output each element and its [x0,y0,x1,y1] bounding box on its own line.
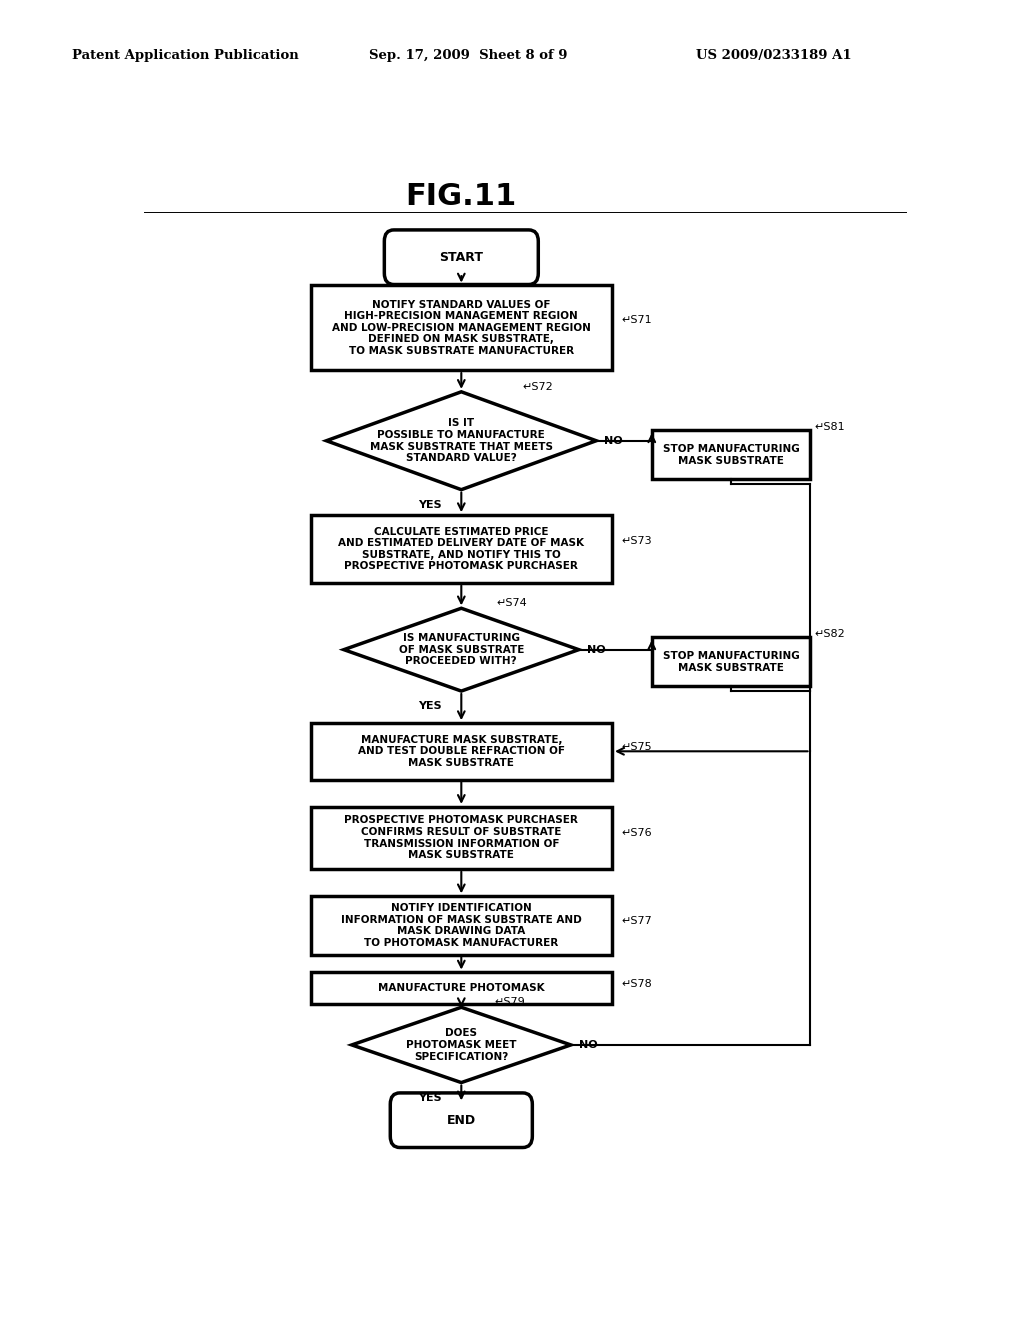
Polygon shape [352,1007,570,1082]
Text: ↵S82: ↵S82 [814,628,845,639]
Text: ↵S74: ↵S74 [497,598,527,607]
Text: ↵S79: ↵S79 [495,997,525,1007]
FancyBboxPatch shape [390,1093,532,1147]
Text: NOTIFY IDENTIFICATION
INFORMATION OF MASK SUBSTRATE AND
MASK DRAWING DATA
TO PHO: NOTIFY IDENTIFICATION INFORMATION OF MAS… [341,903,582,948]
Text: MANUFACTURE MASK SUBSTRATE,
AND TEST DOUBLE REFRACTION OF
MASK SUBSTRATE: MANUFACTURE MASK SUBSTRATE, AND TEST DOU… [357,735,565,768]
Text: END: END [446,1114,476,1127]
Text: ↵S75: ↵S75 [622,742,652,751]
Bar [652,430,811,479]
Text: CALCULATE ESTIMATED PRICE
AND ESTIMATED DELIVERY DATE OF MASK
SUBSTRATE, AND NOT: CALCULATE ESTIMATED PRICE AND ESTIMATED … [338,527,585,572]
Text: FIG.11: FIG.11 [406,182,517,211]
Text: NO: NO [587,644,605,655]
Text: NOTIFY STANDARD VALUES OF
HIGH-PRECISION MANAGEMENT REGION
AND LOW-PRECISION MAN: NOTIFY STANDARD VALUES OF HIGH-PRECISION… [332,300,591,356]
Text: ↵S81: ↵S81 [814,421,845,432]
Text: ↵S73: ↵S73 [622,536,652,546]
Text: YES: YES [418,500,441,510]
Text: STOP MANUFACTURING
MASK SUBSTRATE: STOP MANUFACTURING MASK SUBSTRATE [663,444,800,466]
Polygon shape [344,609,579,692]
Text: PROSPECTIVE PHOTOMASK PURCHASER
CONFIRMS RESULT OF SUBSTRATE
TRANSMISSION INFORM: PROSPECTIVE PHOTOMASK PURCHASER CONFIRMS… [344,816,579,861]
Bar [310,896,612,954]
Text: ↵S77: ↵S77 [622,916,652,925]
Text: NO: NO [579,1040,598,1049]
Bar [652,638,811,686]
Text: ↵S72: ↵S72 [522,381,553,392]
Bar [310,285,612,370]
Text: Patent Application Publication: Patent Application Publication [72,49,298,62]
Text: YES: YES [418,1093,441,1102]
Text: Sep. 17, 2009  Sheet 8 of 9: Sep. 17, 2009 Sheet 8 of 9 [369,49,567,62]
Bar [310,807,612,869]
Text: START: START [439,251,483,264]
Bar [310,973,612,1005]
Text: ↵S78: ↵S78 [622,978,652,989]
FancyBboxPatch shape [384,230,539,285]
Text: MANUFACTURE PHOTOMASK: MANUFACTURE PHOTOMASK [378,983,545,994]
Text: DOES
PHOTOMASK MEET
SPECIFICATION?: DOES PHOTOMASK MEET SPECIFICATION? [407,1028,516,1061]
Text: IS IT
POSSIBLE TO MANUFACTURE
MASK SUBSTRATE THAT MEETS
STANDARD VALUE?: IS IT POSSIBLE TO MANUFACTURE MASK SUBST… [370,418,553,463]
Text: IS MANUFACTURING
OF MASK SUBSTRATE
PROCEEDED WITH?: IS MANUFACTURING OF MASK SUBSTRATE PROCE… [398,634,524,667]
Text: US 2009/0233189 A1: US 2009/0233189 A1 [696,49,852,62]
Polygon shape [327,392,596,490]
Bar [310,515,612,583]
Text: STOP MANUFACTURING
MASK SUBSTRATE: STOP MANUFACTURING MASK SUBSTRATE [663,651,800,673]
Bar [310,723,612,780]
Text: ↵S71: ↵S71 [622,315,652,325]
Text: YES: YES [418,701,441,711]
Text: ↵S76: ↵S76 [622,828,652,838]
Text: NO: NO [604,436,623,446]
